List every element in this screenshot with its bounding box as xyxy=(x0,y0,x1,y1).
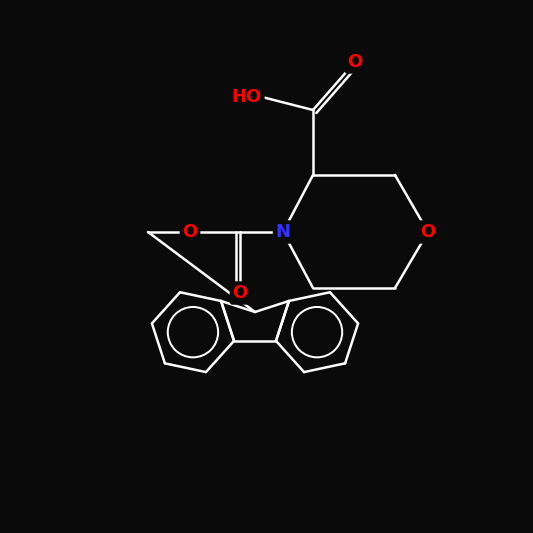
Text: O: O xyxy=(421,223,435,241)
Text: O: O xyxy=(232,284,248,302)
Text: O: O xyxy=(182,223,198,241)
Text: HO: HO xyxy=(232,88,262,106)
Text: O: O xyxy=(348,53,362,71)
Text: N: N xyxy=(276,223,290,241)
